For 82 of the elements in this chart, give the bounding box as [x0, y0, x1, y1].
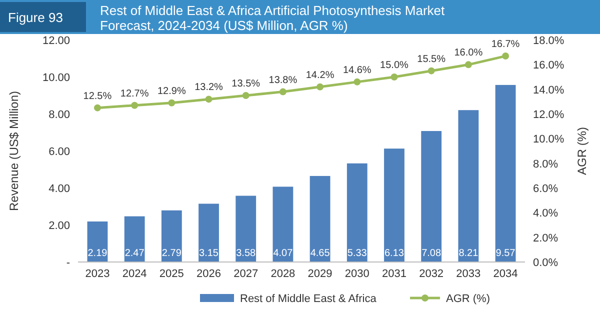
y2-tick-label: 16.0%	[533, 60, 564, 72]
x-tick-label: 2028	[270, 268, 296, 280]
y-tick-label: 4.00	[48, 183, 70, 195]
legend-label: AGR (%)	[446, 293, 490, 305]
data-label: 14.2%	[306, 70, 334, 81]
y2-axis-title: AGR (%)	[575, 126, 589, 175]
data-label: 9.57	[496, 248, 516, 259]
bar	[458, 110, 479, 262]
legend-label: Rest of Middle East & Africa	[240, 293, 378, 305]
point	[316, 83, 324, 90]
y-tick-label: 12.00	[42, 35, 70, 47]
bar	[495, 84, 516, 262]
point	[94, 104, 101, 112]
data-label: 2.47	[124, 248, 145, 259]
data-label: 15.5%	[417, 54, 446, 65]
x-tick-label: 2023	[85, 268, 110, 280]
y-tick-label: 10.00	[42, 72, 70, 84]
x-tick-label: 2030	[344, 268, 370, 280]
chart-title: Rest of Middle East & Africa Artificial Photosynthesis Market Forecast, 2024-2034 (US$ Million, AGR %)	[100, 3, 446, 33]
point	[464, 61, 472, 68]
data-label: 16.7%	[491, 39, 520, 50]
x-tick-label: 2032	[419, 268, 444, 280]
y-tick-label: 2.00	[48, 220, 70, 232]
y2-tick-label: 6.0%	[533, 183, 558, 195]
data-label: 4.07	[273, 248, 294, 259]
data-label: 13.8%	[268, 74, 298, 86]
point	[354, 78, 361, 86]
x-tick-label: 2031	[382, 268, 406, 280]
data-label: 12.5%	[83, 90, 112, 102]
data-label: 7.08	[422, 248, 442, 259]
y2-tick-label: 0.0%	[533, 257, 558, 269]
data-label: 12.7%	[120, 88, 149, 100]
data-label: 6.13	[384, 248, 404, 259]
data-label: 13.5%	[232, 78, 260, 90]
bar	[384, 148, 404, 262]
point	[428, 67, 435, 74]
bar	[236, 196, 256, 262]
data-label: 16.0%	[454, 48, 483, 59]
point	[279, 88, 286, 96]
bar	[310, 176, 330, 262]
data-label: 8.21	[458, 248, 479, 259]
bar	[124, 216, 145, 262]
x-tick-label: 2034	[493, 268, 518, 280]
point	[242, 92, 250, 99]
y2-tick-label: 14.0%	[533, 84, 564, 96]
bar	[198, 204, 219, 262]
data-label: 3.58	[236, 248, 256, 259]
y-axis-title: Revenue (US$ Million)	[7, 90, 21, 212]
y-tick-label: 6.00	[48, 146, 70, 158]
bar	[421, 131, 442, 262]
data-label: 5.33	[347, 248, 368, 259]
y-tick-label: -	[66, 257, 70, 269]
x-tick-label: 2026	[196, 268, 222, 280]
data-label: 12.9%	[157, 86, 186, 97]
x-tick-label: 2027	[234, 268, 258, 280]
x-tick-label: 2029	[308, 268, 332, 280]
y2-tick-label: 2.0%	[533, 232, 558, 244]
y2-tick-label: 8.0%	[533, 158, 558, 170]
caption: Figure 93	[8, 10, 63, 25]
point	[390, 74, 398, 80]
data-label: 3.15	[199, 248, 219, 259]
data-label: 2.79	[162, 248, 182, 259]
x-tick-label: 2025	[159, 268, 184, 280]
y2-tick-label: 10.0%	[533, 134, 564, 146]
point	[502, 52, 510, 60]
y2-tick-label: 12.0%	[533, 109, 564, 121]
x-tick-label: 2024	[122, 268, 147, 280]
x-tick-label: 2033	[456, 268, 481, 280]
y2-tick-label: 4.0%	[533, 208, 558, 220]
data-label: 14.6%	[342, 64, 372, 76]
bar	[272, 186, 294, 262]
bar	[161, 210, 182, 262]
y-tick-label: 8.00	[48, 109, 70, 121]
data-label: 4.65	[310, 248, 330, 259]
data-label: 2.19	[88, 248, 108, 259]
y2-tick-label: 18.0%	[533, 35, 564, 47]
data-label: 15.0%	[380, 60, 409, 71]
bar	[346, 163, 368, 262]
point	[168, 99, 176, 106]
data-label: 13.2%	[194, 82, 224, 94]
point	[131, 102, 138, 109]
point	[205, 96, 212, 103]
